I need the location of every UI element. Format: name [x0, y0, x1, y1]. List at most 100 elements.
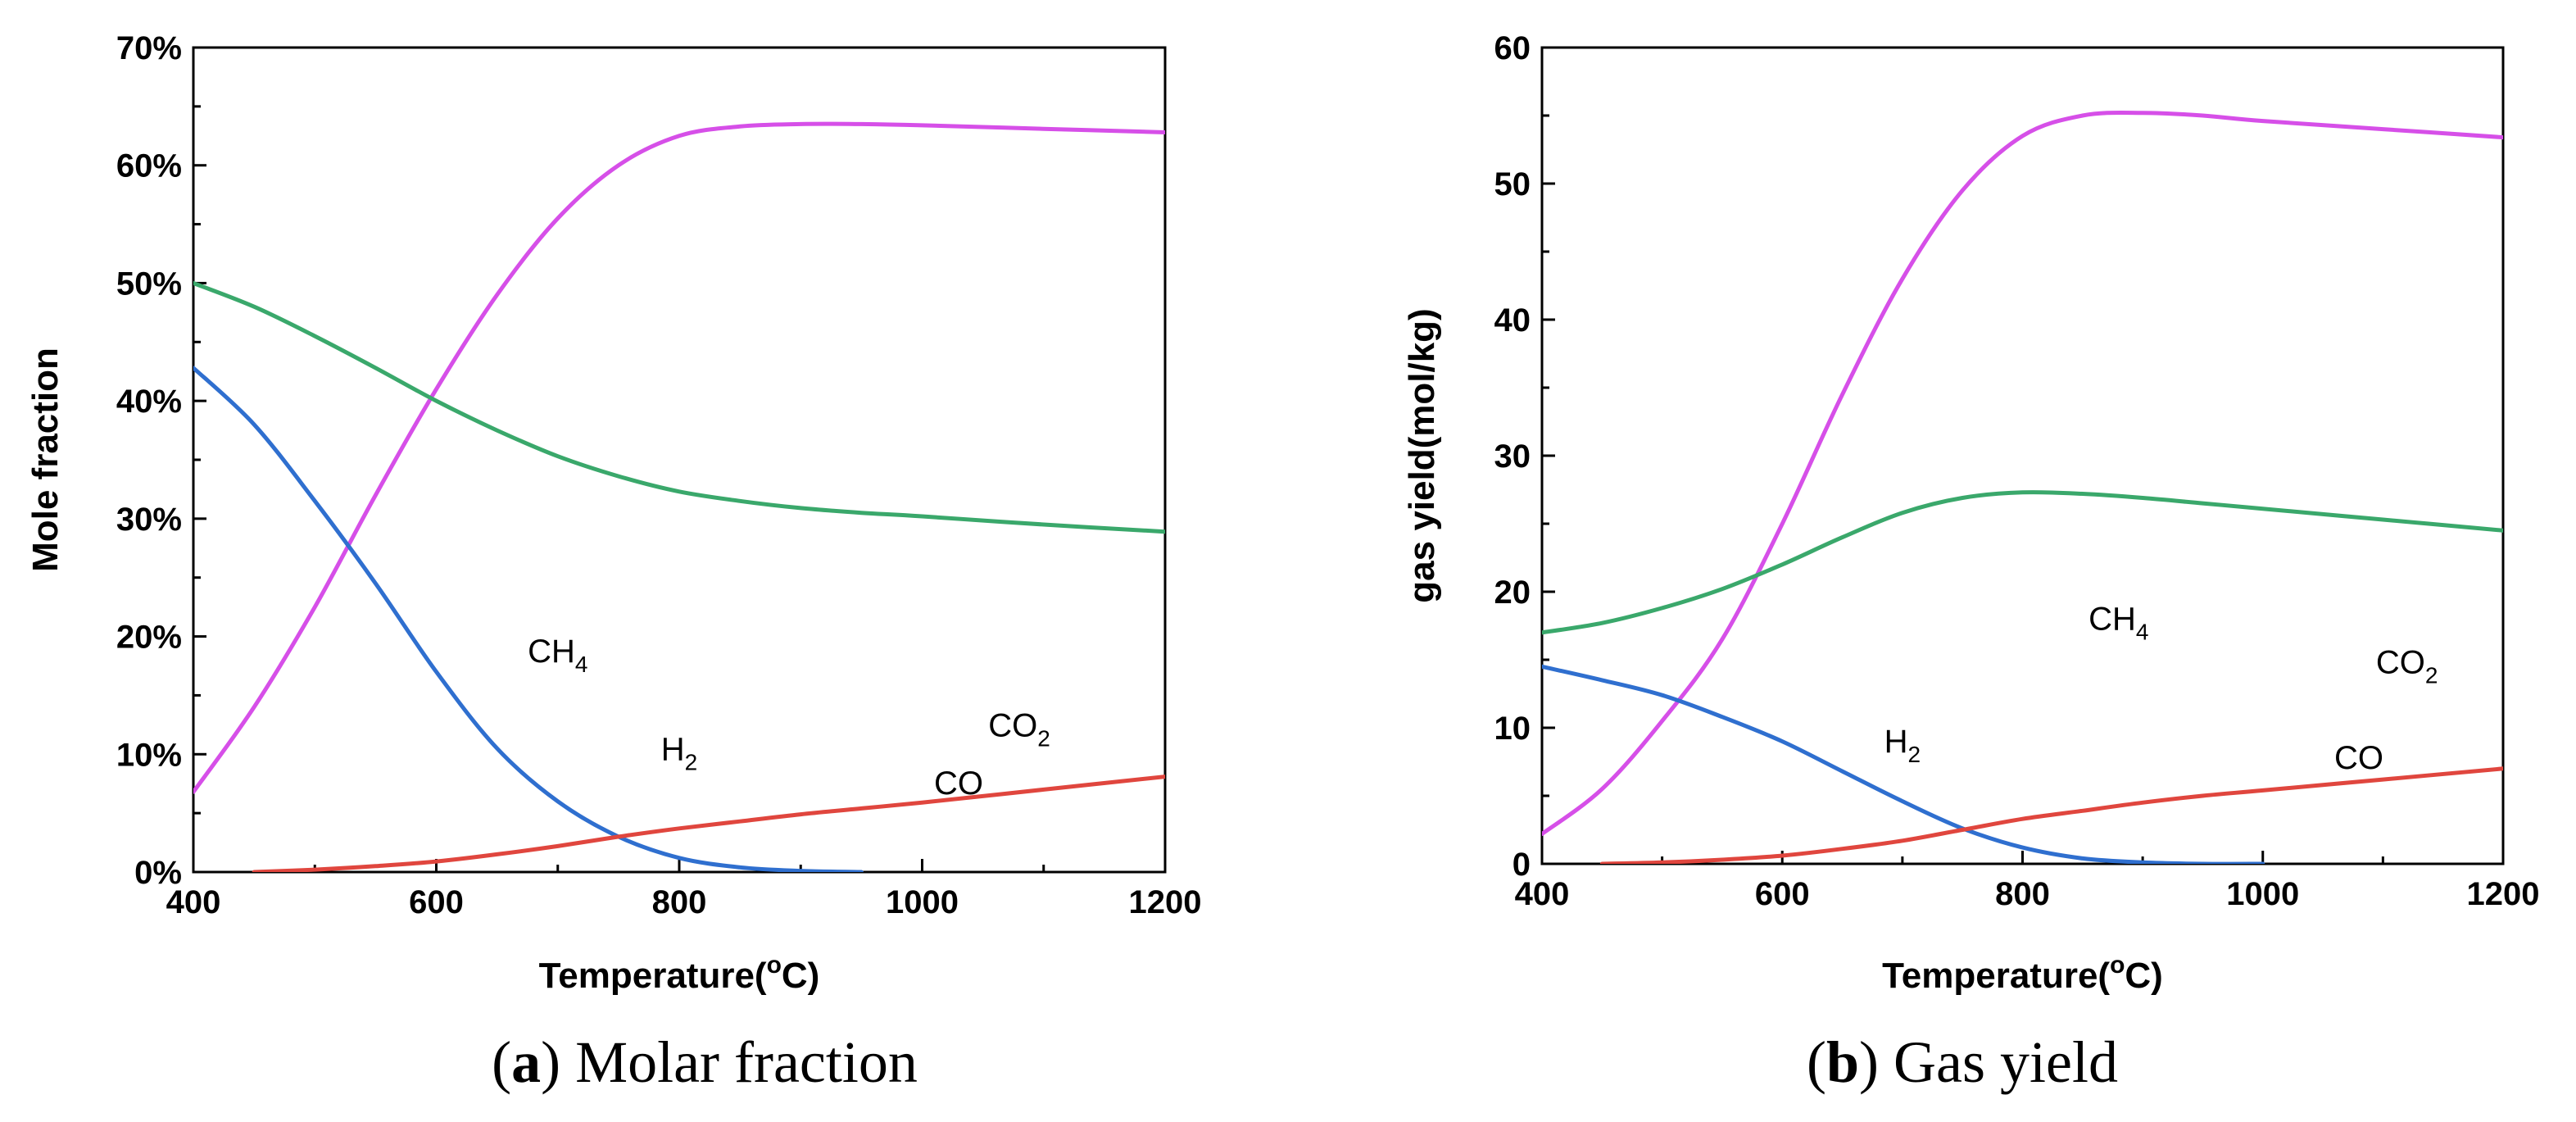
x-axis-title-main: Temperature(: [1882, 956, 2110, 996]
y-tick-suffix: %: [152, 855, 182, 891]
y-tick-value: 30: [1494, 438, 1531, 475]
y-axis-title: gas yield(mol/kg): [1402, 308, 1442, 602]
series-label-h2: H2: [661, 731, 697, 774]
y-axis-title: Mole fraction: [25, 348, 66, 572]
series-label-sub: 4: [575, 652, 588, 677]
y-tick-value: 20: [116, 620, 153, 656]
x-tick-label: 600: [409, 884, 464, 920]
series-line-co2: [1542, 490, 2503, 635]
series-label-co2: CO2: [988, 708, 1050, 752]
series-line-ch4: [1542, 664, 2265, 864]
x-axis-title-end: C): [2125, 956, 2162, 996]
caption-title: Gas yield: [1879, 1029, 2118, 1095]
x-axis-title-end: C): [782, 956, 819, 996]
y-tick-suffix: %: [152, 30, 182, 66]
series-label-ch4: CH4: [528, 634, 587, 677]
y-tick-label: 60%: [116, 148, 182, 184]
series-label-main: H: [661, 731, 685, 767]
x-tick-label: 800: [1995, 876, 2050, 912]
chart-panel-a: 400 600 800 1000 12000%10%20%30%40%50%60%70%…: [25, 30, 1201, 1095]
y-tick-suffix: %: [152, 620, 182, 656]
y-tick-label: 20: [1494, 575, 1531, 611]
y-tick-label: 10%: [116, 737, 182, 773]
y-tick-label: 60: [1494, 30, 1531, 66]
series-label-main: CO: [2334, 740, 2383, 776]
y-tick-value: 40: [1494, 302, 1531, 338]
y-tick-value: 60: [116, 148, 153, 184]
x-tick-label: 1200: [1129, 884, 1202, 920]
x-axis-title: Temperature(oC): [1882, 952, 2163, 996]
y-tick-value: 60: [1494, 30, 1531, 66]
y-tick-suffix: %: [152, 384, 182, 420]
x-axis-title: Temperature(oC): [539, 952, 820, 996]
y-tick-value: 10: [1494, 711, 1531, 747]
series-label-main: CH: [528, 634, 575, 670]
x-tick-label: 600: [1755, 876, 1810, 912]
series-label-main: CO: [934, 765, 983, 802]
caption-open-paren: (: [1807, 1029, 1826, 1095]
y-tick-label: 10: [1494, 711, 1531, 747]
series-label-sub: 4: [2136, 619, 2149, 644]
y-tick-suffix: %: [152, 148, 182, 184]
series-line-co: [1599, 766, 2503, 864]
series-label-main: CO: [988, 708, 1037, 744]
x-tick-label: 800: [652, 884, 707, 920]
series-label-sub: 2: [2425, 663, 2438, 688]
y-tick-label: 40%: [116, 384, 182, 420]
caption-letter: a: [511, 1029, 541, 1095]
caption-open-paren: (: [492, 1029, 511, 1095]
x-tick-label: 400: [166, 884, 221, 920]
y-tick-value: 0: [134, 855, 152, 891]
y-tick-label: 30: [1494, 438, 1531, 475]
series-label-main: CO: [2376, 645, 2425, 681]
y-tick-value: 50: [116, 266, 153, 302]
series-line-ch4: [193, 366, 864, 872]
series-line-h2: [193, 121, 1165, 794]
series-label-sub: 2: [685, 749, 698, 774]
series-label-co2: CO2: [2376, 645, 2438, 688]
y-tick-label: 70%: [116, 30, 182, 66]
series-label-main: CH: [2088, 601, 2136, 637]
x-axis-title-sup: o: [2110, 952, 2125, 979]
y-tick-label: 0%: [134, 855, 182, 891]
y-tick-label: 30%: [116, 502, 182, 538]
series-line-co2: [193, 280, 1165, 534]
y-tick-suffix: %: [152, 266, 182, 302]
chart-panel-b: 400 600 800 1000 1200 0 10 20 30 40 50 60 Temperatur…: [1402, 30, 2539, 1095]
series-label-h2: H2: [1884, 724, 1921, 767]
series-label-ch4: CH4: [2088, 601, 2148, 644]
caption-close-paren: ): [1859, 1029, 1879, 1095]
y-tick-label: 50: [1494, 166, 1531, 202]
series-label-main: H: [1884, 724, 1908, 760]
y-tick-label: 20%: [116, 620, 182, 656]
x-axis-title-main: Temperature(: [539, 956, 767, 996]
y-tick-label: 0: [1512, 847, 1531, 883]
y-tick-label: 50%: [116, 266, 182, 302]
y-tick-suffix: %: [152, 502, 182, 538]
y-tick-value: 70: [116, 30, 153, 66]
series-line-co: [252, 774, 1165, 872]
x-tick-label: 1200: [2467, 876, 2540, 912]
caption-title: Molar fraction: [560, 1029, 918, 1095]
y-tick-value: 10: [116, 737, 153, 773]
series-label-sub: 2: [1037, 726, 1050, 752]
x-axis-title-sup: o: [767, 952, 782, 979]
y-tick-suffix: %: [152, 737, 182, 773]
y-tick-value: 30: [116, 502, 153, 538]
y-tick-value: 0: [1512, 847, 1531, 883]
x-tick-label: 1000: [2226, 876, 2299, 912]
caption-letter: b: [1826, 1029, 1859, 1095]
panel-caption: (b) Gas yield: [1807, 1029, 2118, 1095]
panel-caption: (a) Molar fraction: [492, 1029, 918, 1095]
series-label-co: CO: [934, 765, 983, 802]
x-tick-label: 1000: [886, 884, 959, 920]
caption-close-paren: ): [541, 1029, 560, 1095]
series-label-sub: 2: [1908, 742, 1921, 767]
y-tick-value: 50: [1494, 166, 1531, 202]
x-tick-label: 400: [1515, 876, 1570, 912]
series-label-co: CO: [2334, 740, 2383, 776]
y-tick-value: 40: [116, 384, 153, 420]
y-tick-value: 20: [1494, 575, 1531, 611]
series-line-h2: [1542, 111, 2503, 836]
